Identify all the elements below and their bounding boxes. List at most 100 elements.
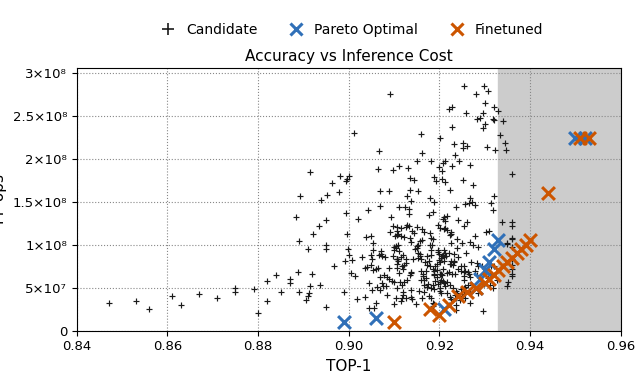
Point (435, 255, 445, 261)
Point (433, 249, 443, 255)
Point (406, 269, 416, 275)
Point (404, 223, 414, 229)
Point (420, 260, 430, 266)
Point (392, 285, 402, 291)
Point (458, 145, 468, 151)
Point (408, 256, 419, 262)
Point (194, 291, 204, 298)
Point (368, 266, 378, 272)
Point (490, 147, 500, 153)
Point (446, 261, 456, 268)
Point (385, 230, 395, 236)
Point (301, 298, 312, 304)
Point (424, 258, 434, 264)
Point (321, 242, 332, 248)
Point (430, 263, 440, 269)
Point (371, 284, 381, 290)
Point (404, 206, 414, 212)
Point (439, 306, 449, 312)
Point (419, 288, 429, 294)
Point (404, 235, 415, 241)
Point (428, 300, 438, 306)
Point (406, 294, 416, 300)
Point (381, 282, 392, 288)
Point (483, 88, 493, 94)
Point (429, 286, 440, 292)
Point (543, 190, 554, 196)
Point (438, 226, 449, 232)
Point (364, 207, 374, 214)
Point (397, 289, 408, 295)
Point (464, 200, 474, 206)
Point (167, 293, 177, 299)
Point (498, 118, 508, 124)
Point (465, 300, 475, 306)
Point (294, 238, 305, 244)
Point (412, 301, 422, 307)
Point (253, 310, 263, 317)
Point (479, 281, 489, 287)
Point (428, 209, 438, 215)
Point (570, 135, 580, 141)
Point (392, 265, 402, 271)
Point (394, 248, 404, 254)
Point (391, 243, 401, 249)
Point (459, 277, 469, 283)
Point (429, 272, 440, 278)
Point (385, 91, 396, 97)
Point (388, 301, 399, 307)
Title: Accuracy vs Inference Cost: Accuracy vs Inference Cost (245, 49, 452, 65)
Point (435, 225, 445, 231)
Point (376, 248, 387, 254)
Point (402, 277, 412, 283)
Point (407, 228, 417, 234)
Point (366, 263, 376, 269)
Point (384, 276, 394, 282)
Point (396, 225, 406, 231)
Point (475, 276, 485, 282)
Point (401, 260, 412, 266)
Point (446, 228, 456, 234)
Point (321, 246, 332, 252)
Point (429, 301, 440, 307)
Point (495, 132, 505, 138)
Point (303, 293, 313, 299)
Point (377, 280, 387, 286)
Point (422, 283, 433, 290)
Point (459, 223, 469, 229)
Point (444, 106, 454, 112)
Point (407, 296, 417, 302)
Point (417, 237, 427, 243)
Point (383, 187, 394, 193)
Point (441, 253, 451, 259)
Point (468, 182, 479, 188)
Point (465, 274, 475, 280)
Point (456, 263, 466, 269)
Point (438, 252, 448, 258)
Point (424, 293, 434, 299)
Point (294, 289, 304, 295)
Point (176, 302, 186, 308)
Point (344, 252, 355, 258)
Point (442, 279, 452, 285)
Point (428, 282, 438, 288)
Point (444, 269, 454, 275)
Point (458, 177, 468, 183)
Point (413, 188, 423, 194)
Point (381, 274, 392, 280)
Point (339, 319, 349, 325)
Point (409, 230, 419, 236)
Point (436, 252, 447, 258)
Point (424, 212, 435, 218)
Point (434, 257, 444, 263)
Point (372, 166, 383, 172)
Point (401, 295, 411, 301)
Point (376, 253, 387, 259)
Point (470, 233, 480, 239)
Point (425, 195, 435, 201)
Point (396, 254, 406, 260)
Point (488, 207, 498, 213)
Point (472, 263, 483, 269)
Point (435, 312, 445, 318)
Point (502, 259, 513, 265)
